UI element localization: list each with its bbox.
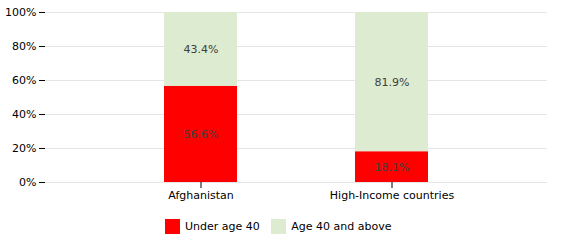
svg-text:20%: 20% — [12, 142, 36, 155]
svg-text:0%: 0% — [19, 176, 36, 189]
svg-text:81.9%: 81.9% — [375, 76, 410, 89]
svg-text:18.1%: 18.1% — [375, 161, 410, 174]
html-text:Age 40 and above: Age 40 and above — [291, 220, 392, 233]
svg-text:56.6%: 56.6% — [184, 128, 219, 141]
svg-text:80%: 80% — [12, 40, 36, 53]
html-text:Under age 40: Under age 40 — [185, 220, 260, 233]
svg-text:High-Income countries: High-Income countries — [330, 189, 455, 202]
svg-text:Afghanistan: Afghanistan — [168, 189, 234, 202]
svg-text:60%: 60% — [12, 74, 36, 87]
svg-text:40%: 40% — [12, 108, 36, 121]
svg-text:43.4%: 43.4% — [184, 43, 219, 56]
svg-text:100%: 100% — [5, 6, 36, 19]
